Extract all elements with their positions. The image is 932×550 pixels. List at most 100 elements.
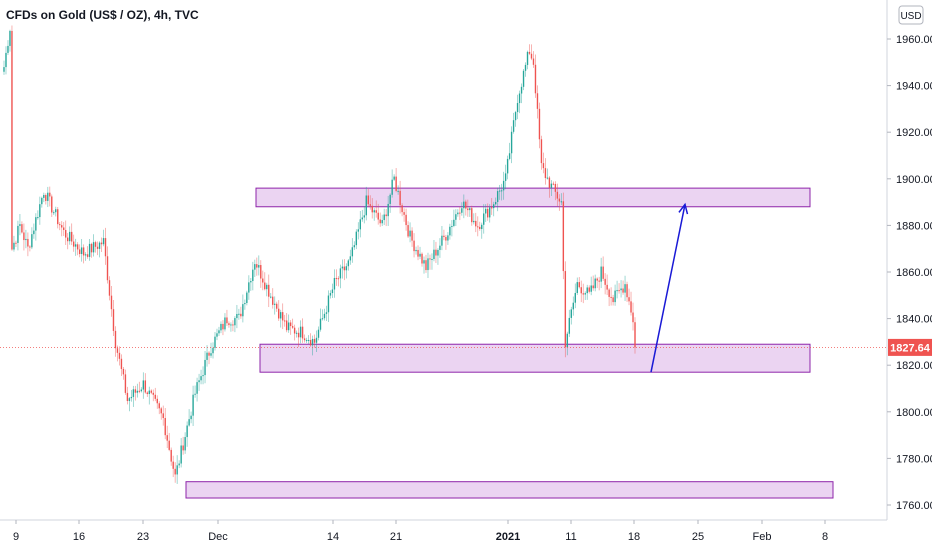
last-price-label: 1827.64	[890, 342, 931, 354]
candle	[180, 438, 182, 468]
candle-body	[578, 282, 580, 288]
candle-body	[600, 266, 602, 282]
candle-body	[582, 293, 584, 295]
candle-body	[524, 64, 527, 71]
candle-body	[393, 176, 395, 180]
candle	[17, 220, 19, 251]
candle	[455, 209, 457, 226]
candle-body	[90, 243, 93, 253]
candle-body	[471, 208, 473, 223]
candle-body	[106, 256, 109, 281]
candle-body	[23, 232, 25, 241]
candle	[309, 333, 312, 347]
candle	[490, 198, 493, 215]
candle	[216, 328, 218, 341]
candle	[120, 354, 123, 377]
candle-body	[31, 234, 33, 248]
candle	[86, 246, 89, 259]
currency-badge-label[interactable]: USD	[900, 11, 921, 22]
candle	[355, 229, 358, 250]
candle	[508, 142, 511, 161]
candle-body	[222, 323, 224, 330]
candle-body	[506, 158, 509, 174]
currency-badge-box[interactable]	[898, 5, 924, 25]
candle-body	[365, 195, 367, 216]
candle-body	[325, 312, 328, 314]
candle-body	[104, 238, 107, 257]
candle	[457, 209, 459, 217]
candle-body	[331, 289, 334, 294]
candle-body	[218, 330, 220, 334]
candle	[437, 248, 439, 265]
candle	[144, 373, 147, 394]
candle	[166, 425, 168, 449]
candle	[128, 396, 131, 412]
candle-body	[594, 278, 596, 289]
candle	[313, 334, 316, 348]
candle-body	[283, 320, 286, 322]
candle	[413, 233, 415, 258]
candle	[238, 308, 240, 320]
candle-body	[409, 230, 411, 237]
candle-body	[427, 258, 429, 271]
lower-support-zone[interactable]	[185, 481, 834, 499]
candle	[479, 221, 481, 231]
symbol-title: CFDs on Gold (US$ / OZ), 4h, TVC	[6, 8, 199, 22]
projection-arrow-head[interactable]	[678, 202, 689, 215]
support-zone[interactable]	[259, 343, 811, 373]
candle	[548, 176, 551, 198]
candle-body	[485, 208, 487, 214]
candle	[514, 110, 517, 127]
currency-badge[interactable]: USD	[898, 5, 924, 25]
candle	[124, 369, 127, 395]
candle	[317, 326, 320, 341]
candle-body	[126, 392, 129, 402]
candle-body	[612, 297, 614, 303]
candle-body	[437, 249, 439, 256]
candle	[212, 342, 214, 359]
candle	[415, 246, 417, 255]
candle	[311, 335, 314, 356]
projection-arrow-line[interactable]	[650, 204, 686, 373]
resistance-zone[interactable]	[255, 187, 811, 208]
candle	[510, 126, 513, 164]
candle	[204, 350, 206, 384]
candle-body	[301, 326, 304, 339]
candle-body	[49, 192, 51, 197]
candle-body	[339, 268, 342, 279]
candle	[576, 277, 578, 295]
candle	[57, 207, 59, 229]
candle-body	[188, 419, 190, 426]
candle	[118, 346, 121, 366]
candle-body	[548, 177, 551, 188]
candle	[51, 194, 53, 217]
candle-body	[479, 226, 481, 230]
candle-body	[5, 52, 7, 68]
candle-body	[395, 176, 397, 191]
price-axis[interactable]: 1760.00 1780.00 1800.00 1820.00 1840.00 1860.…	[887, 34, 932, 512]
candle	[459, 207, 461, 221]
candle	[540, 135, 543, 170]
candle	[441, 226, 443, 251]
candle-body	[98, 242, 101, 249]
candle-body	[530, 53, 533, 59]
time-axis[interactable]: 9 16 23 Dec 14 21 2021 11 18 25 Feb 8	[13, 520, 828, 543]
candle-body	[514, 112, 517, 121]
candle	[323, 308, 326, 321]
candle	[512, 112, 515, 134]
candle-body	[152, 392, 154, 395]
candle	[59, 222, 61, 231]
candle	[389, 193, 391, 213]
candle-body	[182, 445, 184, 451]
candle	[293, 324, 296, 341]
candle	[106, 246, 109, 284]
candle-body	[196, 382, 198, 394]
candle	[176, 455, 178, 484]
candle	[520, 83, 523, 104]
candle-body	[116, 348, 119, 353]
candle-body	[252, 269, 254, 282]
candle-body	[345, 266, 348, 271]
candle-body	[264, 282, 266, 290]
